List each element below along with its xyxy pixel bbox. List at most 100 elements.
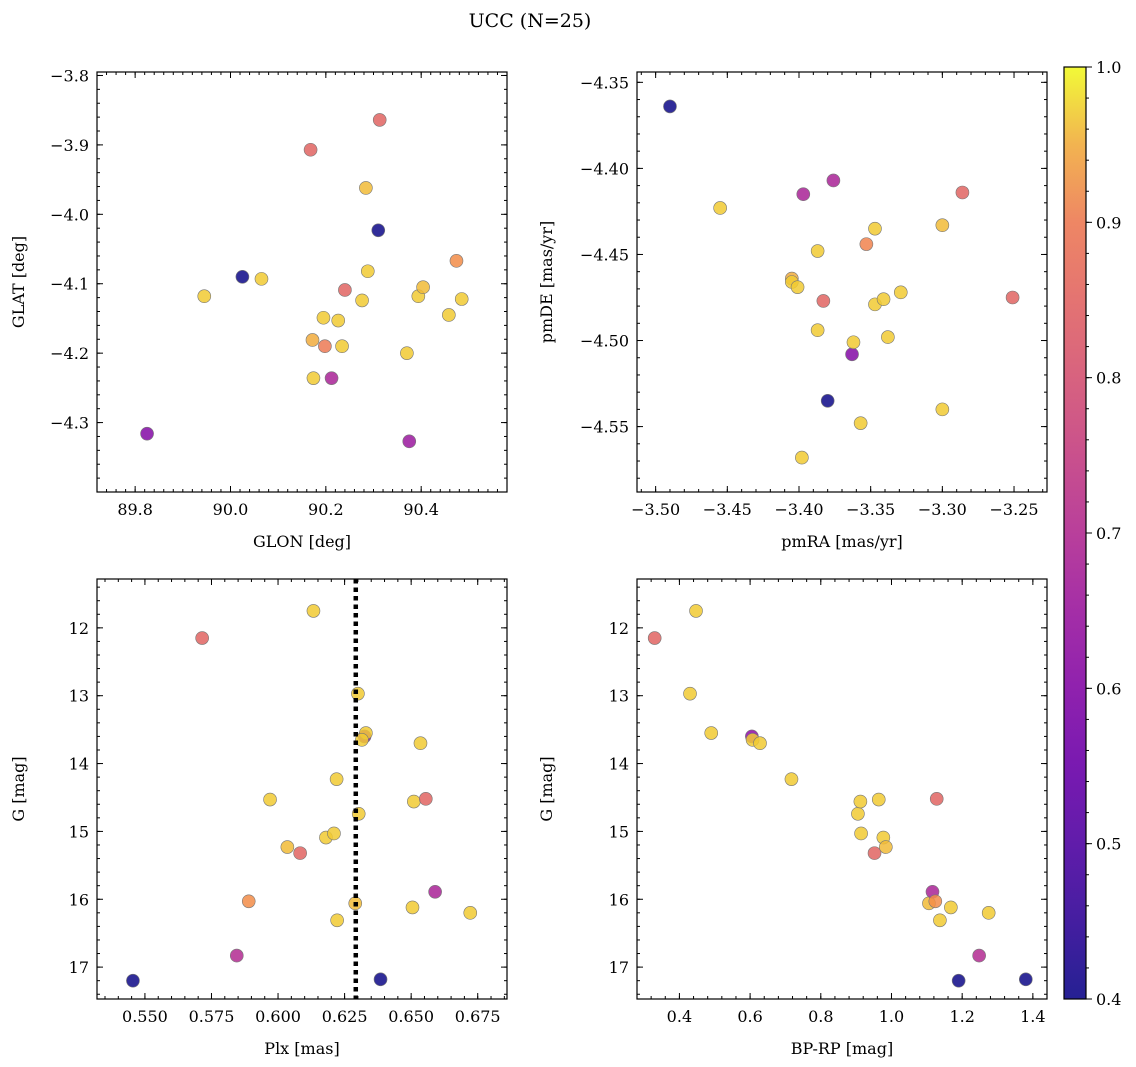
y-tick-label: 13: [609, 687, 629, 706]
scatter-point: [126, 973, 140, 988]
scatter-point: [868, 221, 882, 236]
y-tick-label: 12: [69, 619, 89, 638]
scatter-point: [663, 99, 677, 114]
y-tick-label: −3.9: [50, 136, 89, 155]
scatter-point: [933, 913, 947, 928]
y-tick-label: −4.0: [50, 205, 89, 224]
scatter-point: [305, 333, 320, 347]
x-tick-label: 90.0: [213, 500, 249, 519]
scatter-point: [303, 142, 318, 157]
x-tick-label: −3.50: [631, 500, 680, 519]
scatter-point: [316, 310, 331, 325]
scatter-point: [796, 187, 811, 202]
y-axis-label: G [mag]: [537, 756, 556, 821]
scatter-point: [790, 280, 805, 294]
y-tick-label: 14: [609, 755, 629, 774]
scatter-point: [428, 884, 442, 899]
scatter-point: [293, 846, 307, 860]
scatter-point: [951, 973, 966, 988]
scatter-point: [400, 346, 414, 360]
x-axis-label: GLON [deg]: [253, 532, 351, 551]
panel-bprp-g: 0.4 0.6 0.8 1.0 1.2 1.4 12 13 14 15 16 17 BP-RP [mag…: [537, 578, 1048, 1058]
scatter-point: [935, 402, 950, 417]
scatter-point: [335, 339, 349, 354]
scatter-point: [373, 972, 388, 987]
scatter-point: [820, 393, 835, 408]
scatter-point: [935, 218, 950, 232]
axes-frame: [96, 578, 508, 1000]
y-tick-label: 14: [69, 755, 89, 774]
scatter-point: [981, 906, 996, 920]
scatter-point: [944, 900, 958, 915]
ticks: [97, 579, 507, 999]
x-tick-label: 1.0: [879, 1007, 904, 1026]
y-tick-label: 16: [69, 890, 89, 909]
x-tick-label: 0.575: [189, 1007, 235, 1026]
scatter-point: [816, 294, 831, 308]
scatter-point: [280, 840, 295, 854]
x-tick-label: 0.650: [388, 1007, 434, 1026]
figure-title: UCC (N=25): [469, 10, 592, 32]
axes-frame: [96, 71, 508, 493]
points: [140, 113, 469, 449]
scatter-point: [372, 113, 387, 127]
y-tick-label: −4.2: [50, 344, 89, 363]
x-tick-label: 0.8: [808, 1007, 833, 1026]
scatter-point: [845, 347, 859, 362]
points: [126, 604, 478, 988]
scatter-point: [360, 264, 375, 279]
x-tick-label: 0.4: [667, 1007, 692, 1026]
x-tick-label: 0.675: [455, 1007, 501, 1026]
x-axis-label: Plx [mas]: [264, 1039, 339, 1058]
colorbar-frame: [1063, 66, 1087, 1000]
scatter-point: [229, 948, 244, 963]
scatter-point: [318, 339, 332, 354]
axes-frame: [636, 71, 1048, 493]
scatter-point: [402, 434, 417, 449]
y-tick-label: −4.40: [580, 159, 629, 178]
scatter-point: [413, 736, 428, 751]
panel-glon-glat: 89.8 90.0 90.2 90.4 −3.8 −3.9 −4.0 −4.1 −4.2 −4.3…: [9, 66, 508, 551]
y-tick-label: 13: [69, 687, 89, 706]
y-tick-label: −4.50: [580, 332, 629, 351]
scatter-point: [867, 846, 882, 860]
x-tick-label: 0.6: [737, 1007, 762, 1026]
scatter-point: [851, 806, 865, 821]
y-tick-label: −4.1: [50, 275, 89, 294]
ticks: [636, 579, 1048, 999]
colorbar-tick-label: 0.8: [1096, 369, 1121, 388]
y-axis-label: pmDE [mas/yr]: [537, 221, 556, 344]
scatter-point: [405, 900, 420, 915]
ticks: [637, 72, 1047, 492]
scatter-point: [713, 201, 727, 215]
scatter-point: [929, 792, 944, 806]
colorbar: 0.4 0.5 0.6 0.7 0.8 0.9 1.0: [1063, 58, 1121, 1009]
y-tick-label: 16: [609, 890, 629, 909]
y-axis-label: G [mag]: [9, 756, 28, 821]
x-tick-label: 90.2: [308, 500, 344, 519]
y-tick-label: 17: [609, 958, 629, 977]
scatter-point: [416, 280, 430, 295]
panel-plx-g: 0.550 0.575 0.600 0.625 0.650 0.675 12 13 14 15 16…: [9, 578, 508, 1058]
scatter-point: [1018, 972, 1033, 987]
scatter-point: [355, 293, 369, 308]
scatter-point: [689, 604, 703, 618]
x-tick-label: 0.625: [322, 1007, 368, 1026]
colorbar-tick-label: 0.6: [1096, 679, 1121, 698]
scatter-point: [454, 292, 469, 306]
scatter-point: [371, 223, 386, 238]
scatter-point: [197, 289, 212, 304]
x-tick-label: 0.600: [255, 1007, 301, 1026]
axes-frame: [636, 578, 1048, 1000]
y-axis-label: GLAT [deg]: [9, 236, 28, 328]
x-tick-label: −3.25: [990, 500, 1039, 519]
scatter-point: [463, 906, 478, 920]
y-tick-label: −3.8: [50, 66, 89, 85]
scatter-point: [241, 894, 256, 909]
scatter-point: [893, 285, 908, 300]
scatter-point: [647, 631, 662, 645]
scatter-point: [195, 631, 209, 645]
colorbar-gradient: [1064, 67, 1086, 999]
scatter-point: [876, 292, 891, 307]
